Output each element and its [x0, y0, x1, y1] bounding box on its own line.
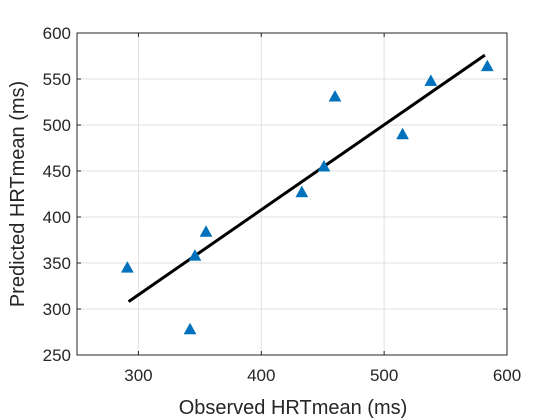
data-points — [120, 59, 494, 335]
data-point-triangle — [396, 127, 409, 140]
data-point-triangle — [317, 159, 331, 172]
x-tick-label: 500 — [370, 366, 398, 385]
axes — [76, 32, 508, 356]
y-tick-label: 500 — [43, 116, 71, 135]
y-tick-label: 400 — [43, 208, 71, 227]
ticks: 300 400 500 600 250 300 350 400 450 500 550 600 — [43, 24, 522, 385]
y-tick-label: 550 — [43, 70, 71, 89]
x-tick-label: 400 — [247, 366, 275, 385]
data-point-triangle — [199, 225, 213, 237]
y-tick-label: 300 — [43, 300, 71, 319]
data-point-triangle — [295, 185, 309, 198]
y-axis-label: Predicted HRTmean (ms) — [7, 81, 29, 307]
y-tick-label: 250 — [43, 346, 71, 365]
data-point-triangle — [480, 59, 494, 72]
data-point-triangle — [120, 261, 134, 273]
data-point-triangle — [328, 89, 342, 102]
data-point-triangle — [183, 322, 197, 335]
y-tick-label: 450 — [43, 162, 71, 181]
grid — [77, 32, 508, 356]
x-tick-label: 600 — [493, 366, 521, 385]
plot-box — [76, 32, 508, 356]
regression-line — [127, 53, 486, 303]
x-axis-label: Observed HRTmean (ms) — [179, 397, 408, 419]
y-tick-label: 600 — [43, 24, 71, 43]
y-tick-label: 350 — [43, 254, 71, 273]
fit-line-group — [127, 53, 486, 303]
data-point-triangle — [424, 74, 438, 86]
x-tick-label: 300 — [124, 366, 152, 385]
data-point-triangle — [188, 249, 202, 261]
